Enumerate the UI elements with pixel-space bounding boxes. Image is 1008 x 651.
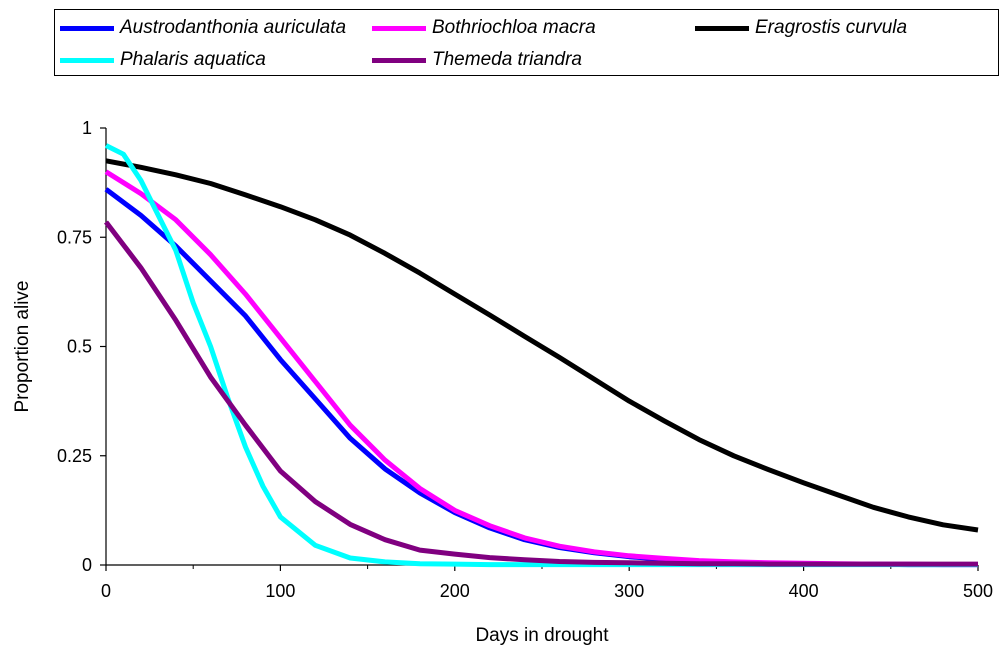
legend-swatch-austrodanthonia-auriculata xyxy=(60,25,114,31)
x-tick-label: 200 xyxy=(440,581,470,601)
legend-label-austrodanthonia-auriculata: Austrodanthonia auriculata xyxy=(120,17,347,38)
legend-label-eragrostis-curvula: Eragrostis curvula xyxy=(755,17,908,38)
y-axis-title: Proportion alive xyxy=(12,280,33,412)
axes xyxy=(100,127,979,571)
legend: Austrodanthonia auriculata Bothriochloa … xyxy=(54,9,999,76)
legend-swatch-phalaris-aquatica xyxy=(60,57,114,63)
series-line-austrodanthonia-auriculata xyxy=(104,187,978,568)
legend-item-bothriochloa-macra: Bothriochloa macra xyxy=(372,16,596,40)
legend-label-themeda-triandra: Themeda triandra xyxy=(432,49,582,70)
y-tick-label: 0.75 xyxy=(57,227,92,247)
y-tick-label: 1 xyxy=(82,118,92,138)
y-tick-label: 0 xyxy=(82,555,92,575)
series-line-bothriochloa-macra xyxy=(104,169,978,568)
x-tick-label: 300 xyxy=(614,581,644,601)
legend-item-eragrostis-curvula: Eragrostis curvula xyxy=(695,16,907,40)
legend-label-phalaris-aquatica: Phalaris aquatica xyxy=(120,49,266,70)
legend-item-austrodanthonia-auriculata: Austrodanthonia auriculata xyxy=(60,16,346,40)
x-tick-label: 400 xyxy=(789,581,819,601)
legend-item-themeda-triandra: Themeda triandra xyxy=(372,48,582,72)
legend-swatch-eragrostis-curvula xyxy=(695,25,749,31)
series-layer xyxy=(104,143,979,568)
series-line-eragrostis-curvula xyxy=(105,158,979,533)
x-tick-label: 100 xyxy=(265,581,295,601)
series-line-phalaris-aquatica xyxy=(104,143,978,568)
y-tick-label: 0.5 xyxy=(67,337,92,357)
tick-labels: 0 100 200 300 400 500 0 0.25 0.5 0.75 1 xyxy=(57,118,993,601)
y-tick-label: 0.25 xyxy=(57,446,92,466)
legend-label-bothriochloa-macra: Bothriochloa macra xyxy=(432,17,596,38)
legend-item-phalaris-aquatica: Phalaris aquatica xyxy=(60,48,266,72)
legend-swatch-themeda-triandra xyxy=(372,57,426,63)
x-axis-title: Days in drought xyxy=(475,625,609,646)
x-tick-label: 0 xyxy=(101,581,111,601)
legend-swatch-bothriochloa-macra xyxy=(372,25,426,31)
x-tick-label: 500 xyxy=(963,581,993,601)
series-line-themeda-triandra xyxy=(104,220,978,567)
